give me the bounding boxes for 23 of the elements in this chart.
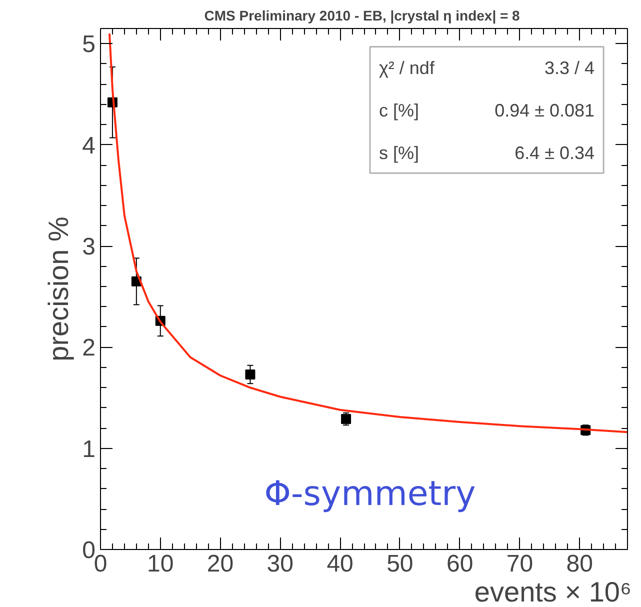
x-tick-label: 40 [326, 550, 354, 578]
annotation: 6.4 ± 0.34 [514, 142, 595, 163]
y-tick-label: 2 [82, 334, 96, 362]
x-tick-label: 20 [206, 550, 234, 578]
chart-title: CMS Preliminary 2010 - EB, |crystal η index| = 8 [204, 8, 520, 24]
annotation: 0.94 ± 0.081 [494, 100, 595, 120]
x-tick-label: 50 [386, 550, 414, 578]
x-tick-label: 80 [566, 550, 593, 578]
y-tick-label: 5 [82, 31, 96, 58]
x-axis-title: events × 10⁶ [474, 576, 632, 607]
y-tick-label: 4 [82, 132, 96, 160]
annotation: Φ-symmetry [264, 474, 476, 514]
annotation: c [%] [378, 100, 419, 120]
annotation: 3.3 / 4 [544, 58, 595, 78]
x-tick-label: 60 [446, 550, 474, 578]
x-tick-label: 70 [506, 550, 534, 578]
y-axis-title: precision % [43, 216, 74, 362]
x-tick-label: 30 [266, 550, 294, 578]
y-tick-label: 3 [82, 234, 96, 261]
annotation: χ² / ndf [378, 58, 436, 78]
x-tick-label: 10 [147, 550, 174, 578]
annotation: s [%] [378, 142, 419, 163]
y-tick-label: 1 [82, 436, 96, 463]
